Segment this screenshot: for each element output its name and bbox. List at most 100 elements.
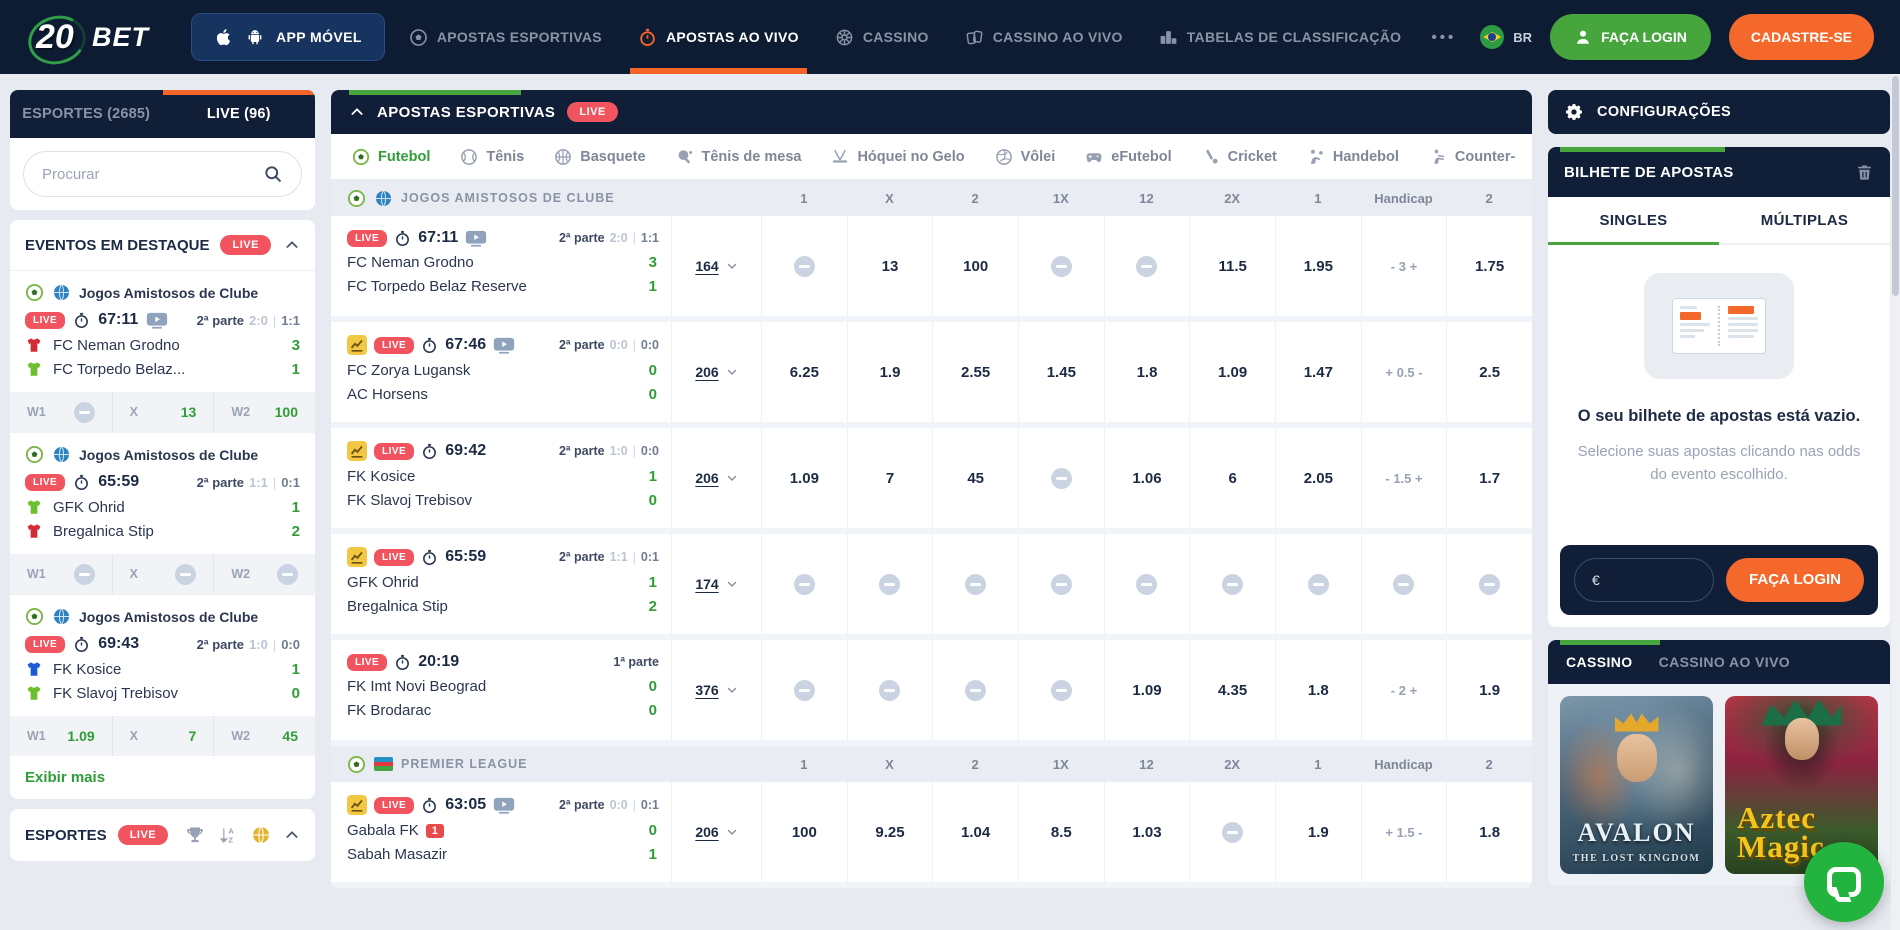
chevron-up-icon[interactable] <box>284 237 300 253</box>
odds-cell[interactable]: 11.5 <box>1189 216 1275 316</box>
chevron-down-icon <box>726 578 738 590</box>
sport-tab-hóquei-no-gelo[interactable]: Hóquei no Gelo <box>816 148 979 166</box>
trophy-icon[interactable] <box>185 825 205 845</box>
odds-cell[interactable]: 1.8 <box>1104 322 1190 422</box>
odds-cell[interactable]: 1.47 <box>1275 322 1361 422</box>
match-info[interactable]: LIVE67:112ª parte2:0|1:1FC Neman Grodno3… <box>331 216 671 316</box>
app-movel-button[interactable]: APP MÓVEL <box>191 13 385 61</box>
nav-item-cassino[interactable]: CASSINO <box>835 0 929 74</box>
game-tile-avalon[interactable]: AVALON THE LOST KINGDOM <box>1560 696 1713 874</box>
featured-event-card[interactable]: Jogos Amistosos de ClubeLIVE69:432ª part… <box>10 594 315 756</box>
odd-w2[interactable]: W2100 <box>213 392 315 432</box>
odds-cell <box>761 216 847 316</box>
sport-tab-efutebol[interactable]: eFutebol <box>1070 148 1186 166</box>
sport-tab-basquete[interactable]: Basquete <box>539 148 660 166</box>
odds-cell[interactable]: 1.09 <box>761 428 847 528</box>
show-more-link[interactable]: Exibir mais <box>10 756 315 799</box>
odd-x[interactable]: X7 <box>112 716 214 756</box>
register-button[interactable]: CADASTRE-SE <box>1729 14 1874 60</box>
globe-icon[interactable] <box>251 825 271 845</box>
sports-section-header[interactable]: ESPORTES LIVE AZ <box>10 809 315 861</box>
sport-tab-handebol[interactable]: Handebol <box>1292 148 1414 166</box>
sport-tab-futebol[interactable]: Futebol <box>337 148 445 166</box>
match-info[interactable]: LIVE20:191ª parteFK Imt Novi Beograd0FK … <box>331 640 671 740</box>
odd-x[interactable]: X13 <box>112 392 214 432</box>
featured-event-card[interactable]: Jogos Amistosos de ClubeLIVE67:112ª part… <box>10 270 315 432</box>
sort-az-icon[interactable]: AZ <box>218 825 238 845</box>
odds-cell[interactable]: 13 <box>847 216 933 316</box>
nav-item-apostas-esportivas[interactable]: APOSTAS ESPORTIVAS <box>409 0 602 74</box>
language-selector[interactable]: BR <box>1480 25 1532 49</box>
tab-live[interactable]: LIVE (96) <box>163 90 316 138</box>
markets-count[interactable]: 174 <box>671 534 761 634</box>
markets-count[interactable]: 206 <box>671 322 761 422</box>
odds-cell[interactable]: 1.04 <box>932 782 1018 882</box>
nav-more-button[interactable]: ••• <box>1432 29 1457 46</box>
odds-cell[interactable]: 2.05 <box>1275 428 1361 528</box>
odds-cell[interactable]: 2.5 <box>1446 322 1532 422</box>
scrollbar-thumb[interactable] <box>1892 76 1899 296</box>
odds-cell[interactable]: 1.09 <box>1189 322 1275 422</box>
nav-item-tabelas-de-classificação[interactable]: TABELAS DE CLASSIFICAÇÃO <box>1159 0 1402 74</box>
odds-cell[interactable]: 1.03 <box>1104 782 1190 882</box>
odds-cell[interactable]: 8.5 <box>1018 782 1104 882</box>
sport-tab-counter-[interactable]: Counter- <box>1414 148 1530 166</box>
odds-cell[interactable]: 1.45 <box>1018 322 1104 422</box>
tab-cassino[interactable]: CASSINO <box>1566 654 1633 670</box>
odds-cell[interactable]: 1.9 <box>1275 782 1361 882</box>
odds-cell[interactable]: 100 <box>761 782 847 882</box>
featured-event-card[interactable]: Jogos Amistosos de ClubeLIVE65:592ª part… <box>10 432 315 594</box>
odds-cell[interactable]: 1.75 <box>1446 216 1532 316</box>
tab-singles[interactable]: SINGLES <box>1548 197 1719 243</box>
tab-multiplas[interactable]: MÚLTIPLAS <box>1719 197 1890 243</box>
markets-count[interactable]: 376 <box>671 640 761 740</box>
search-input[interactable] <box>42 166 255 183</box>
markets-count[interactable]: 206 <box>671 782 761 882</box>
odds-cell[interactable]: 1.8 <box>1275 640 1361 740</box>
sport-tab-tênis[interactable]: Tênis <box>445 148 539 166</box>
odds-cell[interactable]: 1.7 <box>1446 428 1532 528</box>
markets-count[interactable]: 206 <box>671 428 761 528</box>
sport-tab-cricket[interactable]: Cricket <box>1187 148 1292 166</box>
odds-cell[interactable]: 6 <box>1189 428 1275 528</box>
sport-tab-tênis-de-mesa[interactable]: Tênis de mesa <box>661 148 817 166</box>
odds-cell[interactable]: 45 <box>932 428 1018 528</box>
match-info[interactable]: LIVE69:422ª parte1:0|0:0FK Kosice1FK Sla… <box>331 428 671 528</box>
odds-cell[interactable]: 1.06 <box>1104 428 1190 528</box>
sport-tab-vôlei[interactable]: Vôlei <box>980 148 1071 166</box>
odd-w2[interactable]: W245 <box>213 716 315 756</box>
odds-cell[interactable]: 1.09 <box>1104 640 1190 740</box>
stake-input[interactable]: € <box>1574 558 1714 602</box>
login-button[interactable]: FAÇA LOGIN <box>1550 14 1711 60</box>
nav-item-apostas-ao-vivo[interactable]: APOSTAS AO VIVO <box>638 0 799 74</box>
betslip-login-button[interactable]: FAÇA LOGIN <box>1726 558 1864 602</box>
odds-cell[interactable]: 2.55 <box>932 322 1018 422</box>
search-icon[interactable] <box>263 164 283 184</box>
tab-cassino-ao-vivo[interactable]: CASSINO AO VIVO <box>1659 654 1791 670</box>
odds-cell[interactable]: 1.9 <box>1446 640 1532 740</box>
odd-w1[interactable]: W11.09 <box>10 716 112 756</box>
page-scrollbar[interactable] <box>1891 74 1900 930</box>
odds-cell[interactable]: 4.35 <box>1189 640 1275 740</box>
match-info[interactable]: LIVE63:052ª parte0:0|0:1Gabala FK10Sabah… <box>331 782 671 882</box>
live-chat-button[interactable] <box>1804 842 1884 922</box>
logo-20bet[interactable]: 20 BET <box>26 10 149 64</box>
odds-cell[interactable]: 9.25 <box>847 782 933 882</box>
odds-cell[interactable]: 6.25 <box>761 322 847 422</box>
collapse-chevron-icon[interactable] <box>349 104 365 120</box>
odds-cell[interactable]: 100 <box>932 216 1018 316</box>
chevron-up-icon[interactable] <box>284 827 300 843</box>
match-info[interactable]: LIVE65:592ª parte1:1|0:1GFK Ohrid1Bregal… <box>331 534 671 634</box>
odd-disabled-icon <box>175 564 196 585</box>
settings-bar[interactable]: CONFIGURAÇÕES <box>1548 90 1890 134</box>
odds-cell[interactable]: 1.8 <box>1446 782 1532 882</box>
trash-icon[interactable] <box>1855 163 1874 182</box>
odds-cell[interactable]: 1.95 <box>1275 216 1361 316</box>
match-info[interactable]: LIVE67:462ª parte0:0|0:0FC Zorya Lugansk… <box>331 322 671 422</box>
markets-count[interactable]: 164 <box>671 216 761 316</box>
tab-esportes[interactable]: ESPORTES (2685) <box>10 90 163 138</box>
team-name: FK Kosice <box>53 661 121 678</box>
nav-item-cassino-ao-vivo[interactable]: CASSINO AO VIVO <box>965 0 1123 74</box>
odds-cell[interactable]: 1.9 <box>847 322 933 422</box>
odds-cell[interactable]: 7 <box>847 428 933 528</box>
